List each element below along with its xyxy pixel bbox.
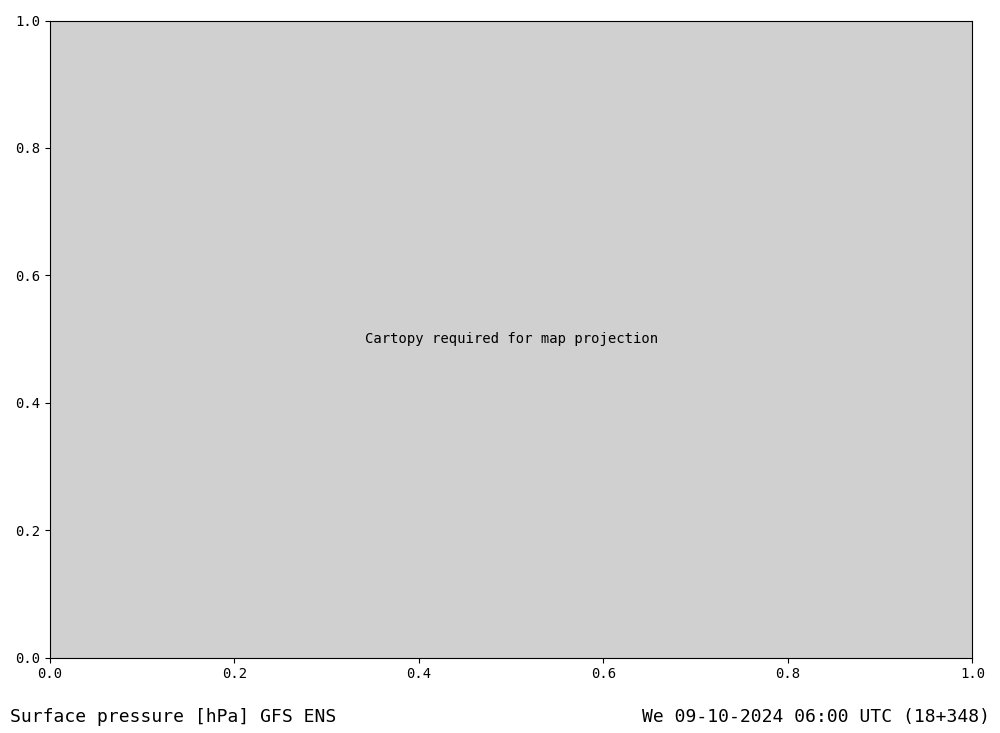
Text: Cartopy required for map projection: Cartopy required for map projection <box>365 332 658 346</box>
Text: We 09-10-2024 06:00 UTC (18+348): We 09-10-2024 06:00 UTC (18+348) <box>642 707 990 726</box>
Text: Surface pressure [hPa] GFS ENS: Surface pressure [hPa] GFS ENS <box>10 707 336 726</box>
